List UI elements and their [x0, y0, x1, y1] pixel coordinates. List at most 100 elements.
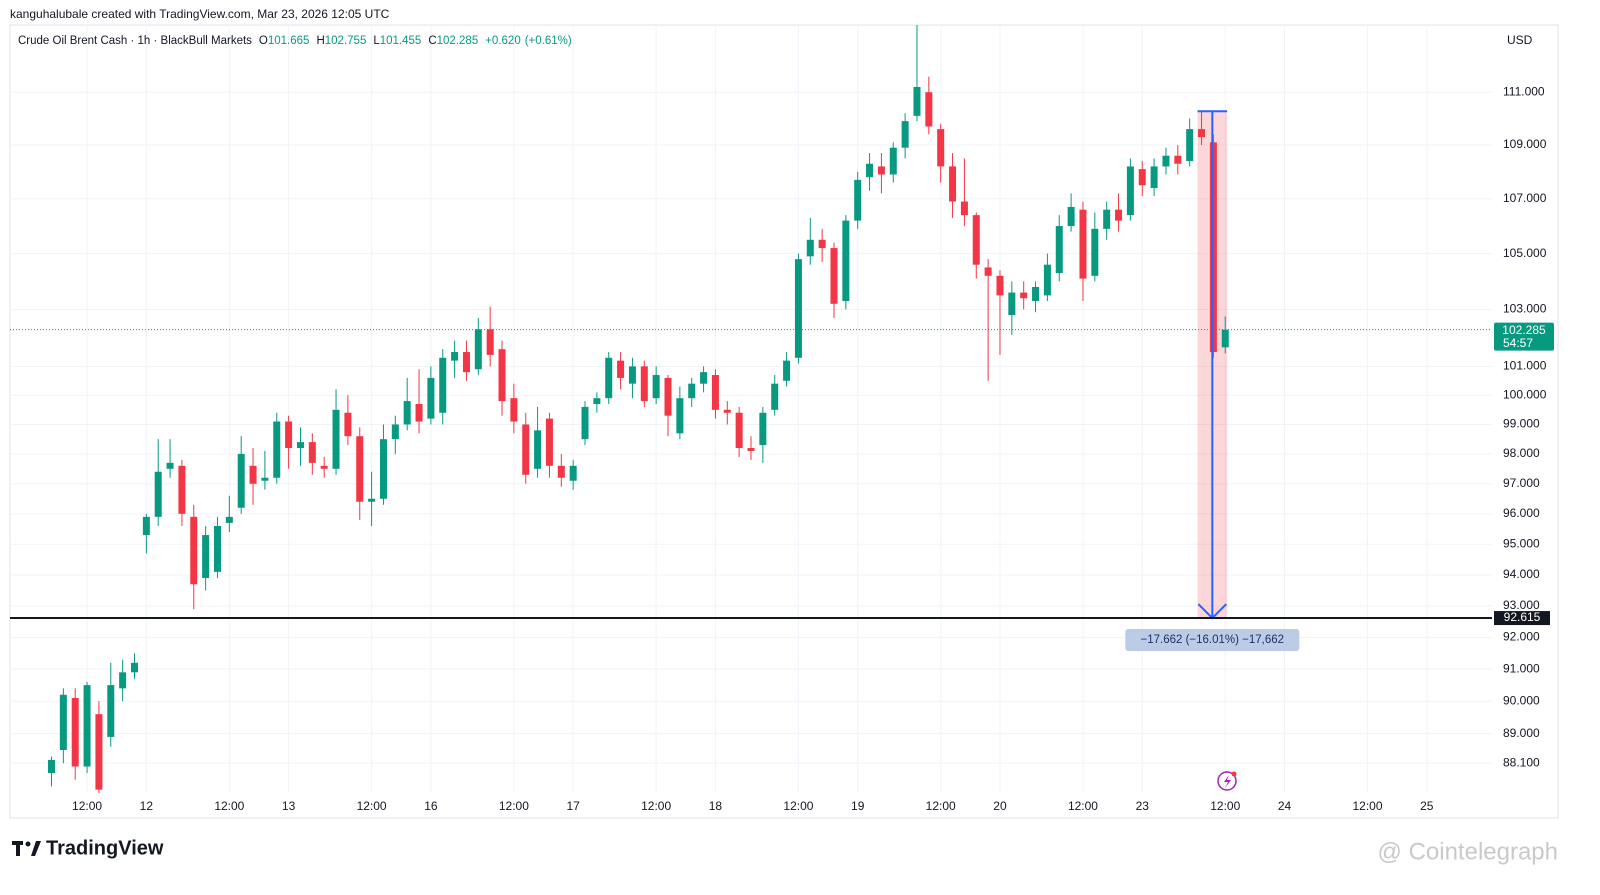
candle-body	[213, 525, 221, 572]
symbol: Crude Oil Brent Cash · 1h · BlackBull Ma…	[18, 35, 252, 47]
candle-body	[901, 121, 909, 148]
candle-body	[1221, 329, 1229, 348]
chart-frame	[9, 24, 1559, 819]
candle-body	[818, 239, 826, 249]
x-tick-label: 20	[993, 799, 1007, 813]
x-tick-label: 12:00	[357, 799, 387, 813]
candle-body	[1091, 228, 1099, 276]
candle-body	[462, 352, 470, 373]
y-tick-label: 101.000	[1503, 359, 1547, 373]
alert-icon-bolt	[1224, 775, 1231, 788]
candle-body	[344, 412, 352, 437]
candle-body	[1032, 286, 1040, 301]
candle-body	[545, 418, 553, 466]
candle-body	[510, 398, 518, 422]
candle-body	[676, 398, 684, 434]
currency: USD	[1507, 33, 1533, 47]
candle-body	[237, 453, 245, 508]
candle-body	[1198, 129, 1206, 138]
y-tick-label: 89.000	[1503, 726, 1540, 740]
candle-body	[783, 360, 791, 381]
candle-body	[249, 465, 257, 484]
y-tick-label: 92.000	[1503, 630, 1540, 644]
candle-body	[866, 163, 874, 178]
candle-body	[996, 275, 1004, 296]
candle-body	[617, 360, 625, 378]
candle-body	[652, 375, 660, 399]
x-tick-label: 23	[1136, 799, 1150, 813]
ohlc-value: 102.285	[437, 35, 479, 47]
candle-body	[1067, 206, 1075, 227]
candle-body	[439, 357, 447, 413]
candle-body	[451, 352, 459, 361]
y-tick-label: 96.000	[1503, 506, 1540, 520]
x-tick-label: 18	[709, 799, 723, 813]
x-tick-label: 12:00	[641, 799, 671, 813]
candle-body	[854, 179, 862, 221]
candle-body	[273, 421, 281, 478]
last-price-label: 102.285	[1502, 323, 1546, 337]
y-tick-label: 90.000	[1503, 693, 1540, 707]
x-tick-label: 12:00	[1352, 799, 1382, 813]
candle-body	[889, 147, 897, 175]
y-tick-label: 93.000	[1503, 598, 1540, 612]
candle-body	[877, 166, 885, 175]
ohlc-value: 101.455	[380, 35, 422, 47]
candle-body	[1020, 292, 1028, 299]
candle-body	[296, 442, 304, 449]
candle-body	[557, 465, 565, 478]
brand-logo	[12, 841, 41, 856]
x-tick-label: 12:00	[926, 799, 956, 813]
candle-body	[190, 516, 198, 585]
alert-dot	[1231, 771, 1237, 777]
y-tick-label: 88.100	[1503, 755, 1540, 769]
candle-body	[202, 535, 210, 579]
candle-body	[308, 442, 316, 463]
candle-body	[261, 477, 269, 481]
x-tick-label: 13	[282, 799, 296, 813]
ohlc-value: 102.755	[325, 35, 367, 47]
brand: TradingView	[46, 837, 164, 859]
x-tick-label: 12:00	[72, 799, 102, 813]
candle-body	[1043, 264, 1051, 296]
candle-body	[925, 92, 933, 127]
candle-body	[1150, 166, 1158, 188]
candle-body	[332, 409, 340, 469]
candle-body	[166, 462, 174, 469]
candle-body	[130, 662, 138, 673]
measure-label: −17.662 (−16.01%) −17,662	[1141, 634, 1285, 646]
candle-body	[47, 759, 55, 774]
ohlc-key: C	[428, 35, 436, 47]
x-tick-label: 17	[566, 799, 580, 813]
candle-body	[225, 516, 233, 523]
candle-body	[972, 215, 980, 265]
candle-body	[1055, 226, 1063, 274]
candle-body	[640, 366, 648, 402]
candle-body	[949, 166, 957, 202]
y-tick-label: 111.000	[1503, 84, 1545, 98]
candle-body	[522, 424, 530, 475]
candle-body	[1079, 209, 1087, 279]
y-tick-label: 105.000	[1503, 246, 1547, 260]
x-tick-label: 12	[140, 799, 154, 813]
candle-body	[1174, 155, 1182, 164]
candle-body	[1008, 292, 1016, 316]
candle-body	[107, 685, 115, 737]
y-tick-label: 91.000	[1503, 661, 1540, 675]
candle-body	[723, 409, 731, 413]
candle-body	[1186, 129, 1194, 162]
x-tick-label: 25	[1420, 799, 1434, 813]
y-tick-label: 98.000	[1503, 446, 1540, 460]
candle-body	[569, 465, 577, 481]
candle-body	[83, 685, 91, 767]
attribution: kanguhalubale created with TradingView.c…	[10, 7, 390, 21]
candle-body	[320, 465, 328, 469]
y-tick-label: 100.000	[1503, 387, 1547, 401]
x-tick-label: 24	[1278, 799, 1292, 813]
candle-body	[356, 436, 364, 502]
measure-label-box	[1125, 629, 1300, 652]
candle-body	[142, 516, 150, 536]
candle-body	[1126, 166, 1134, 216]
watermark: @ Cointelegraph	[1378, 838, 1558, 865]
candle-body	[71, 697, 79, 767]
